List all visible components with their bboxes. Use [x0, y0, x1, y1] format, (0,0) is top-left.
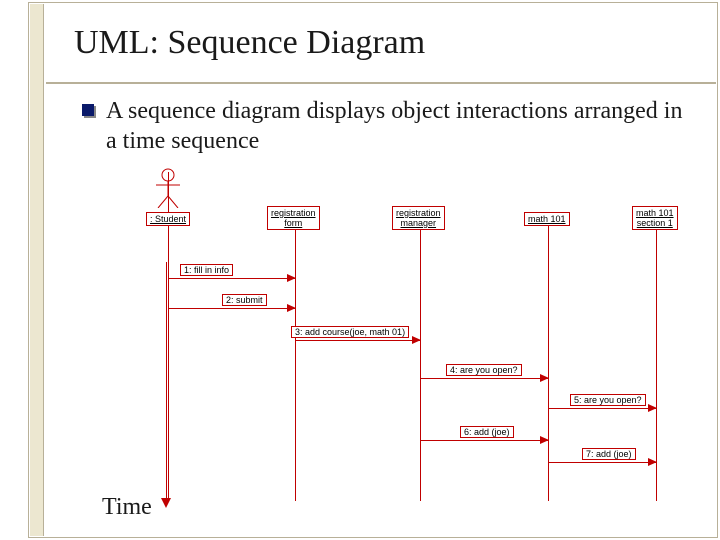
message-1: 1: fill in info: [168, 266, 295, 280]
arrow-right-icon: [287, 274, 296, 282]
lifeline-label-math101: math 101: [524, 212, 570, 226]
arrow-right-icon: [412, 336, 421, 344]
slide-left-band: [30, 4, 44, 536]
title-band: UML: Sequence Diagram: [46, 4, 716, 84]
message-label: 5: are you open?: [570, 394, 646, 406]
message-4: 4: are you open?: [420, 366, 548, 380]
actor-icon: [154, 168, 182, 208]
lifeline-label-math101s1: math 101section 1: [632, 206, 678, 230]
message-label: 4: are you open?: [446, 364, 522, 376]
slide-description: A sequence diagram displays object inter…: [106, 96, 686, 156]
arrow-right-icon: [287, 304, 296, 312]
slide-title: UML: Sequence Diagram: [74, 24, 425, 62]
message-label: 2: submit: [222, 294, 267, 306]
lifeline-regmgr: [420, 224, 421, 501]
message-7: 7: add (joe): [548, 450, 656, 464]
message-label: 1: fill in info: [180, 264, 233, 276]
lifeline-label-regform: registrationform: [267, 206, 320, 230]
time-axis-label: Time: [102, 494, 152, 521]
message-line: [420, 378, 548, 379]
arrow-right-icon: [648, 404, 657, 412]
message-6: 6: add (joe): [420, 428, 548, 442]
sequence-diagram: Time : Studentregistrationformregistrati…: [58, 166, 713, 510]
lifeline-label-regmgr: registrationmanager: [392, 206, 445, 230]
message-line: [548, 462, 656, 463]
message-line: [420, 440, 548, 441]
message-line: [548, 408, 656, 409]
arrow-right-icon: [540, 374, 549, 382]
message-line: [168, 278, 295, 279]
lifeline-regform: [295, 224, 296, 501]
message-5: 5: are you open?: [548, 396, 656, 410]
arrow-right-icon: [540, 436, 549, 444]
arrow-right-icon: [648, 458, 657, 466]
bullet-icon: [82, 104, 94, 116]
message-label: 7: add (joe): [582, 448, 636, 460]
message-2: 2: submit: [168, 296, 295, 310]
message-label: 6: add (joe): [460, 426, 514, 438]
message-label: 3: add course(joe, math 01): [291, 326, 409, 338]
message-line: [295, 340, 420, 341]
message-line: [168, 308, 295, 309]
message-3: 3: add course(joe, math 01): [295, 328, 420, 342]
lifeline-label-student: : Student: [146, 212, 190, 226]
